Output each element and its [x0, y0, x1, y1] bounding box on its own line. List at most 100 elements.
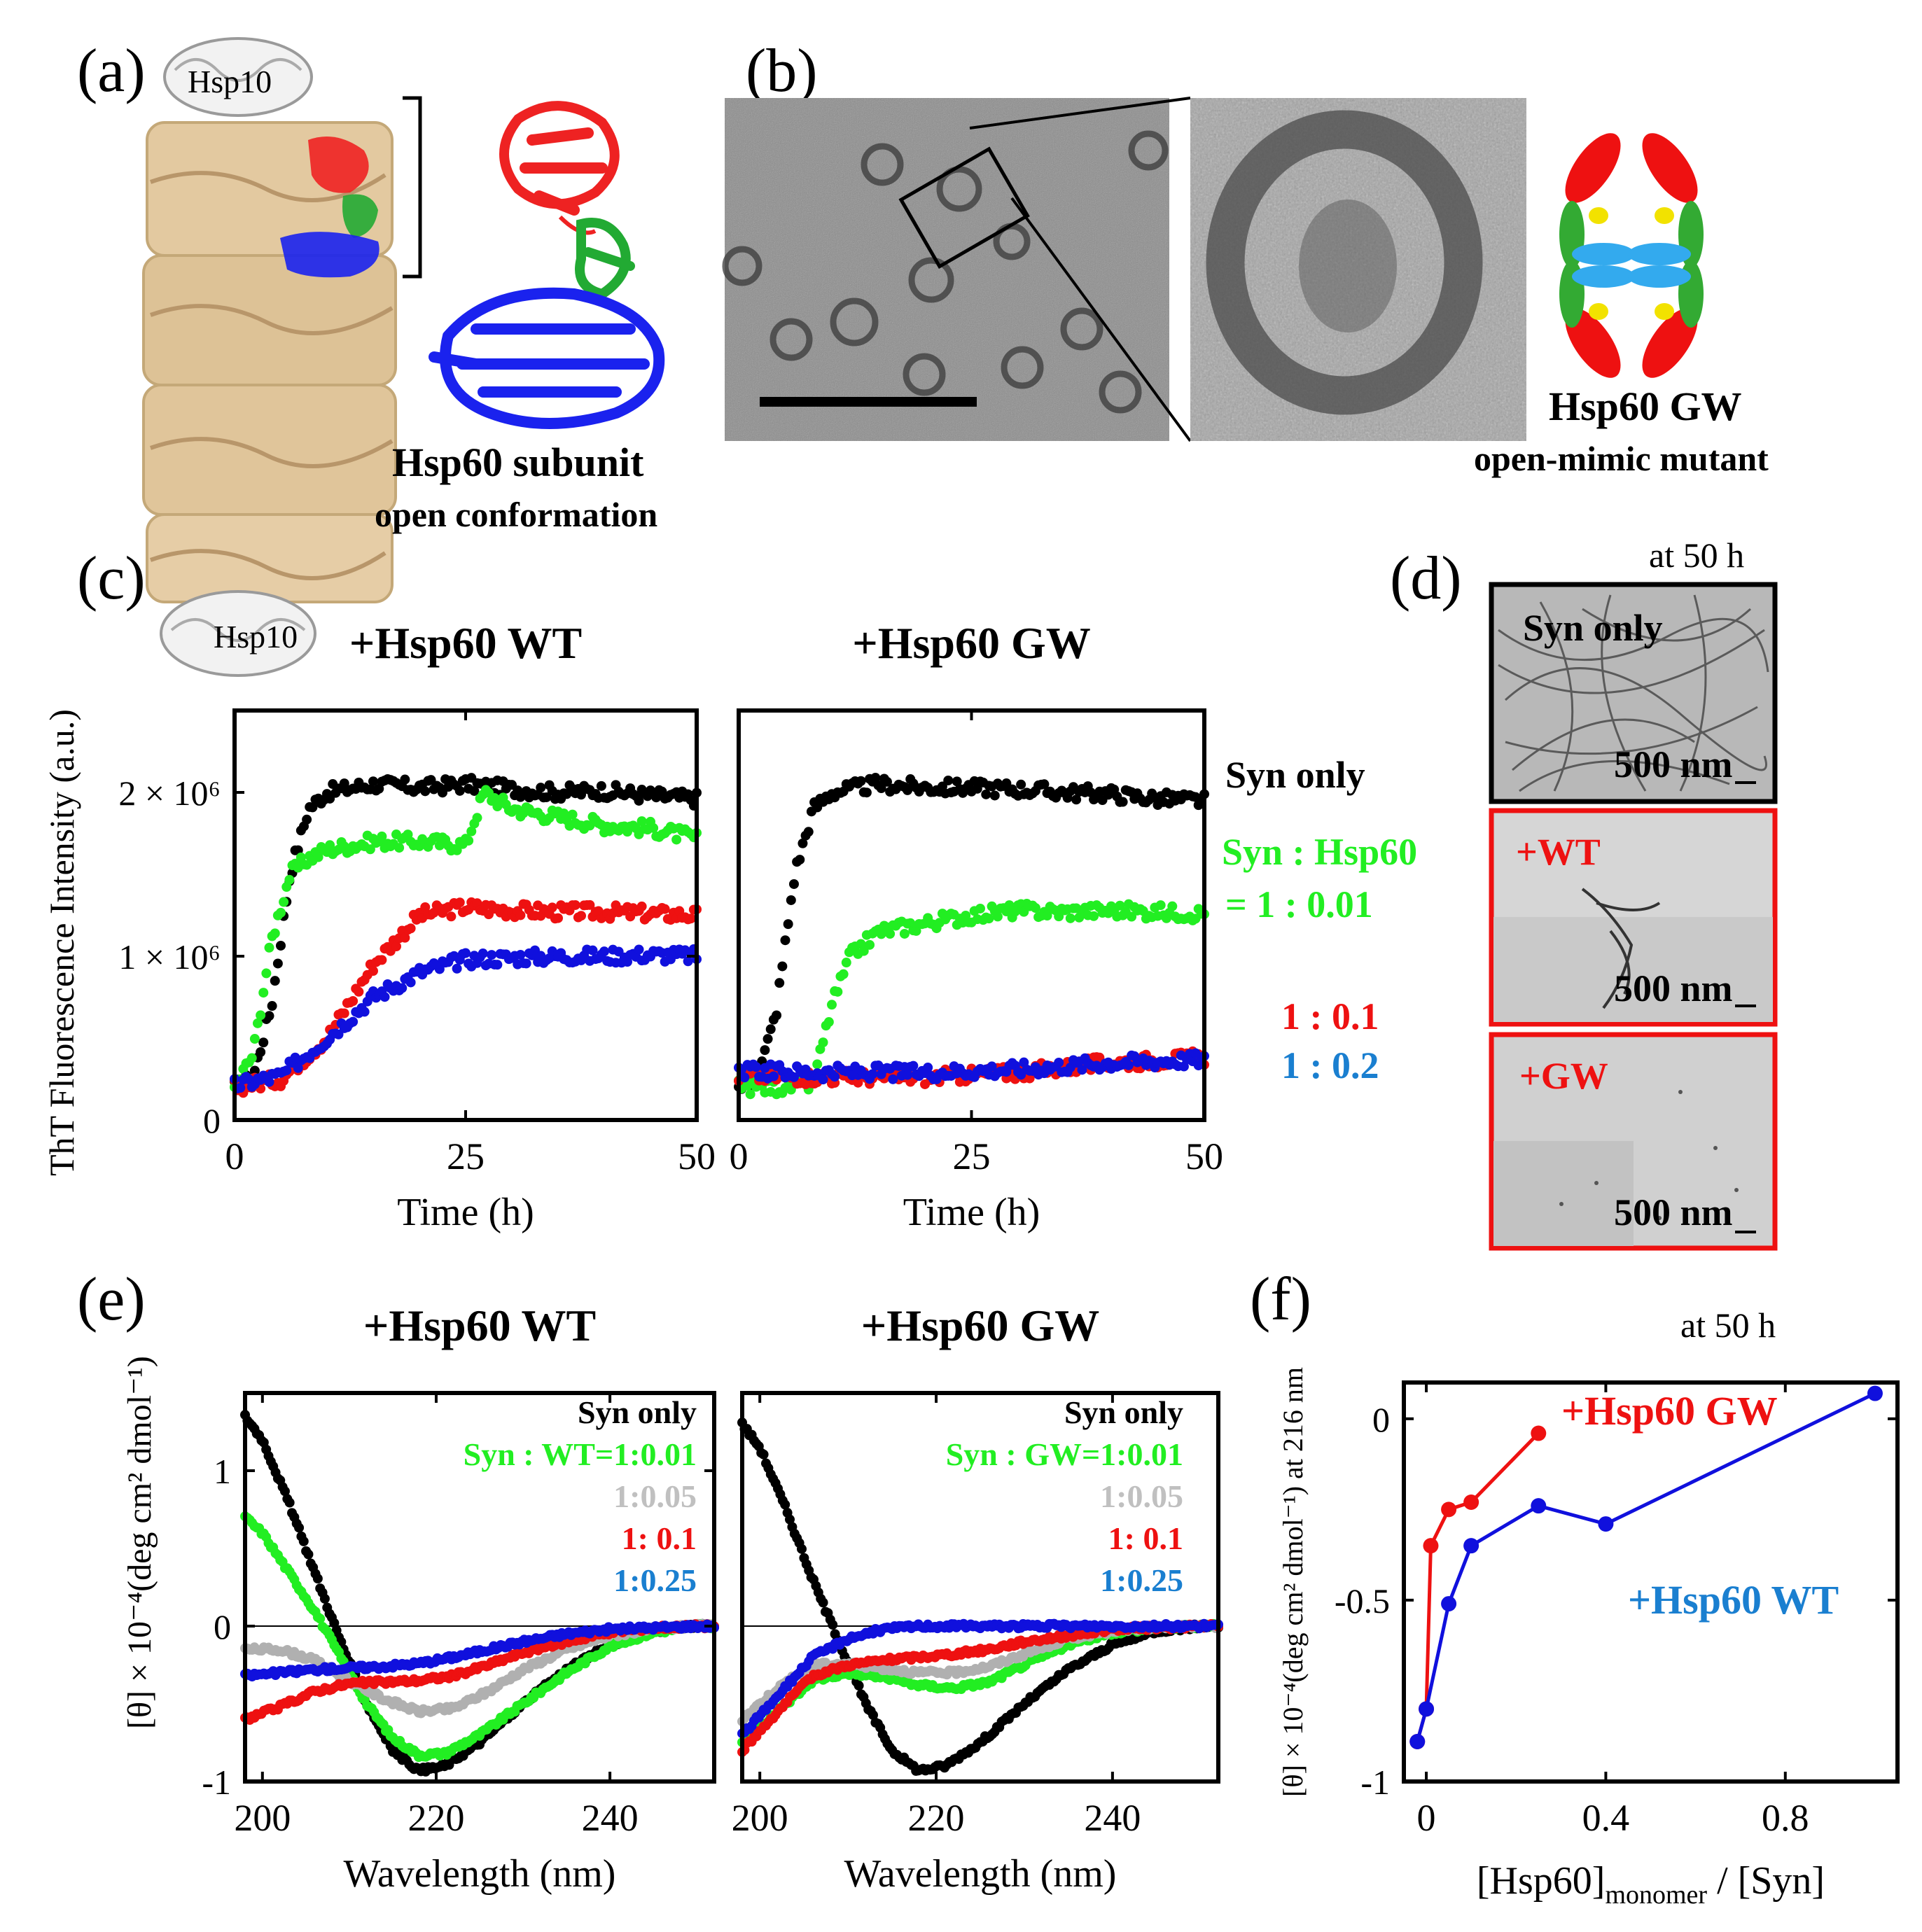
chart-c-wt-point-1-0-2	[397, 983, 408, 993]
chart-c-wt-point-syn-only	[264, 1011, 274, 1021]
chart-c-gw-point-1-0-2	[868, 1069, 878, 1079]
chart-f-ytick-label: -0.5	[1335, 1581, 1390, 1620]
chart-c-wt-point-1-0-01	[365, 844, 375, 855]
chart-c-wt-point-1-0-1	[636, 901, 647, 911]
chart-c-wt-point-1-0-2	[683, 956, 693, 967]
chart-c-gw-point-syn-only	[952, 776, 962, 787]
chart-e-gw-xtick-label: 200	[732, 1797, 788, 1839]
chart-f-ylabel: [θ] × 10⁻⁴(deg cm² dmol⁻¹) at 216 nm	[1277, 1367, 1309, 1797]
e-wt-legend-1: Syn : WT=1:0.01	[464, 1436, 697, 1472]
chart-c-gw-point-1-0-01	[812, 1059, 823, 1070]
chart-c-wt-point-1-0-01	[377, 831, 387, 841]
chart-e-wt-point-syn-only	[312, 1574, 323, 1584]
chart-e-wt-ytick-label: 0	[214, 1607, 231, 1646]
hsp10-top-structure	[163, 37, 313, 117]
chart-c-wt-point-1-0-1	[553, 913, 563, 923]
chart-f-series-label-hsp60-gw: +Hsp60 GW	[1561, 1388, 1778, 1434]
chart-e-wt-xtick-label: 220	[408, 1797, 464, 1839]
e-wt-legend-4: 1:0.25	[613, 1562, 697, 1598]
e-gw-legend-2: 1:0.05	[1100, 1478, 1183, 1514]
chart-e-gw: +Hsp60 GW 200 220 240 Wavelength (nm)	[732, 1301, 1223, 1896]
chart-f-point-hsp60-gw	[1441, 1502, 1457, 1518]
e-legend-wt: Syn only Syn : WT=1:0.01 1:0.05 1: 0.1 1…	[464, 1394, 697, 1598]
chart-c-wt-point-1-0-2	[379, 992, 390, 1002]
chart-c-gw-point-1-0-01	[1054, 911, 1064, 922]
chart-c-gw-point-syn-only	[861, 788, 872, 798]
chart-e-wt-point-syn-only	[284, 1497, 295, 1508]
chart-c-gw-point-syn-only	[765, 1024, 776, 1035]
chart-c-wt-point-1-0-1	[547, 902, 557, 913]
chart-c-wt-point-syn-only	[469, 785, 480, 796]
chart-c-wt-point-syn-only	[270, 976, 280, 986]
chart-c-gw-point-1-0-01	[1167, 901, 1178, 911]
tem-image-wt	[1489, 808, 1778, 1027]
chart-e-gw-point-syn-only	[854, 1681, 864, 1691]
chart-c-wt-point-syn-only	[420, 786, 431, 797]
chart-c-wt-point-1-0-2	[293, 1063, 303, 1073]
chart-c-gw-point-1-0-01	[1042, 910, 1052, 920]
chart-c-wt-ytick-label: 2 × 10⁶	[118, 774, 221, 813]
chart-c-gw-point-1-0-01	[876, 929, 886, 939]
chart-f-point-hsp60-gw	[1423, 1538, 1439, 1554]
subunit-bracket	[403, 96, 422, 279]
chart-c-gw-point-syn-only	[795, 855, 805, 865]
panel-e-label: (e)	[77, 1266, 146, 1334]
chart-f-series-label-hsp60-wt: +Hsp60 WT	[1628, 1577, 1839, 1623]
chart-e-wt-xtick-label: 200	[234, 1797, 291, 1839]
chart-c-gw-point-syn-only	[774, 978, 785, 988]
chart-c-wt-xlabel: Time (h)	[397, 1191, 534, 1234]
chart-e-wt-point-syn-only	[298, 1536, 309, 1546]
e-legend-gw: Syn only Syn : GW=1:0.01 1:0.05 1: 0.1 1…	[946, 1394, 1183, 1598]
chart-c-wt-point-1-0-01	[313, 852, 323, 862]
chart-c-gw-point-syn-only	[981, 789, 991, 799]
chart-c-gw-point-syn-only	[777, 961, 788, 972]
chart-c-wt: +Hsp60 WT 0 25 50 0 1 × 10⁶ 2 × 10⁶ Time (h)	[118, 618, 716, 1234]
chart-c-wt-point-syn-only	[541, 792, 552, 802]
chart-f-line-hsp60-wt	[1415, 1392, 1876, 1742]
c-legend-ratio-header: Syn : Hsp60	[1222, 831, 1417, 873]
panel-b-label: (b)	[746, 37, 818, 105]
c-ylabel: ThT Fluorescence Intensity (a.u.)	[42, 709, 81, 1176]
chart-c-gw-point-syn-only	[882, 776, 892, 787]
chart-f-point-hsp60-gw	[1463, 1494, 1479, 1510]
chart-c-wt-point-1-0-01	[276, 907, 286, 918]
chart-c-gw-point-1-0-01	[885, 929, 896, 939]
chart-c-gw-point-syn-only	[1016, 779, 1026, 790]
d-img-label-syn-only: Syn only	[1523, 607, 1663, 649]
chart-c-gw-point-1-0-2	[739, 1072, 750, 1083]
chart-e-gw-title: +Hsp60 GW	[861, 1301, 1100, 1350]
chart-c-wt-point-syn-only	[634, 795, 644, 806]
chart-c-wt-ytick-label: 1 × 10⁶	[118, 937, 221, 976]
chart-c-wt-point-1-0-1	[685, 913, 696, 924]
chart-c-gw-point-1-0-01	[1004, 900, 1015, 911]
chart-c-gw-point-1-0-2	[818, 1074, 828, 1085]
chart-c-wt-point-1-0-01	[253, 1018, 263, 1028]
zoom-line-top	[969, 97, 1191, 130]
panel-e: (e) [θ] × 10⁻⁴(deg cm² dmol⁻¹) +Hsp60 WT…	[77, 1266, 1223, 1896]
chart-c-wt-point-1-0-2	[492, 960, 503, 970]
chart-c-gw-point-1-0-01	[865, 939, 875, 950]
chart-c-wt-point-syn-only	[368, 776, 378, 787]
chart-c-wt-point-syn-only	[267, 1001, 277, 1011]
chart-c-gw-point-syn-only	[788, 878, 799, 889]
chart-c-gw-point-syn-only	[876, 783, 886, 794]
chart-f-xtick-label: 0	[1417, 1797, 1436, 1839]
chart-c-gw-point-syn-only	[786, 895, 796, 905]
chart-c-wt-point-1-0-01	[279, 897, 289, 907]
chart-c-wt-point-1-0-2	[599, 946, 609, 957]
chart-c-gw-point-syn-only	[803, 827, 814, 837]
chart-c-gw-point-1-0-01	[858, 946, 869, 956]
chart-c-wt-ytick-label: 0	[203, 1101, 221, 1140]
chart-c-wt-point-1-0-1	[585, 899, 595, 910]
chart-c-gw-point-syn-only	[798, 838, 808, 848]
hsp10-bottom-label: Hsp10	[214, 619, 298, 654]
chart-c-wt-point-1-0-1	[354, 986, 364, 997]
chart-c-wt-point-1-0-2	[452, 963, 462, 974]
panel-c-label: (c)	[77, 545, 146, 612]
chart-c-wt-point-1-0-01	[256, 1010, 266, 1021]
panel-a-label: (a)	[77, 37, 146, 105]
chart-c-wt-point-1-0-01	[325, 840, 335, 850]
chart-c-gw-point-syn-only	[760, 1045, 770, 1056]
chart-f-ytick-label: 0	[1372, 1400, 1390, 1439]
chart-c-wt-point-1-0-01	[671, 834, 682, 845]
